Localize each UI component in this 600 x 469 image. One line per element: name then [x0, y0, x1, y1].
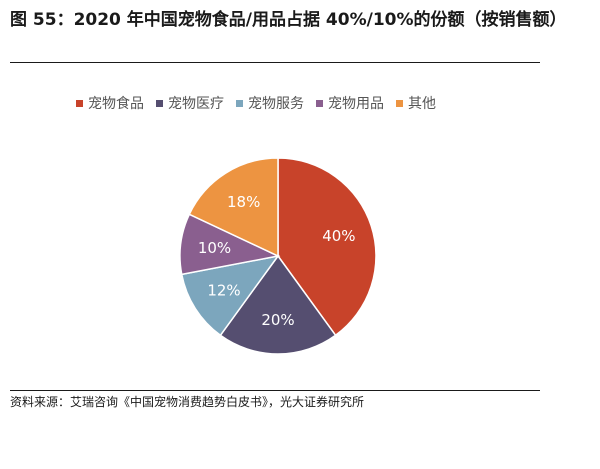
legend-swatch	[316, 99, 323, 107]
slice-value-label: 10%	[198, 239, 231, 257]
legend-label: 宠物用品	[328, 96, 384, 112]
pie-slice	[219, 254, 337, 355]
title-divider	[10, 62, 540, 63]
slice-value-label: 40%	[322, 227, 355, 245]
legend-swatch	[236, 99, 243, 107]
legend-label: 宠物服务	[248, 96, 304, 112]
legend-swatch	[396, 99, 403, 107]
figure-title: 图 55：2020 年中国宠物食品/用品占据 40%/10%的份额（按销售额）	[10, 10, 567, 30]
legend-label: 宠物食品	[88, 96, 144, 112]
source-divider	[10, 390, 540, 391]
pie-slice	[180, 254, 280, 337]
legend-label: 其他	[408, 96, 436, 112]
legend-item: 宠物食品	[76, 93, 144, 113]
source-note: 资料来源：艾瑞咨询《中国宠物消费趋势白皮书》，光大证券研究所	[10, 395, 365, 409]
slice-value-label: 20%	[261, 311, 294, 329]
slice-value-label: 12%	[207, 281, 240, 299]
pie-slice	[188, 157, 279, 258]
slice-value-label: 18%	[227, 193, 260, 211]
pie-slice	[277, 157, 377, 337]
legend-label: 宠物医疗	[168, 96, 224, 112]
legend-item: 宠物服务	[236, 93, 304, 113]
legend-item: 宠物用品	[316, 93, 384, 113]
pie-slices	[179, 157, 377, 355]
legend-item: 宠物医疗	[156, 93, 224, 113]
legend-swatch	[156, 99, 163, 107]
pie-labels: 40% 20% 12% 10% 18%	[198, 193, 356, 329]
chart-legend: 宠物食品 宠物医疗 宠物服务 宠物用品 其他	[76, 93, 436, 113]
legend-item: 其他	[396, 93, 436, 113]
legend-swatch	[76, 99, 83, 107]
